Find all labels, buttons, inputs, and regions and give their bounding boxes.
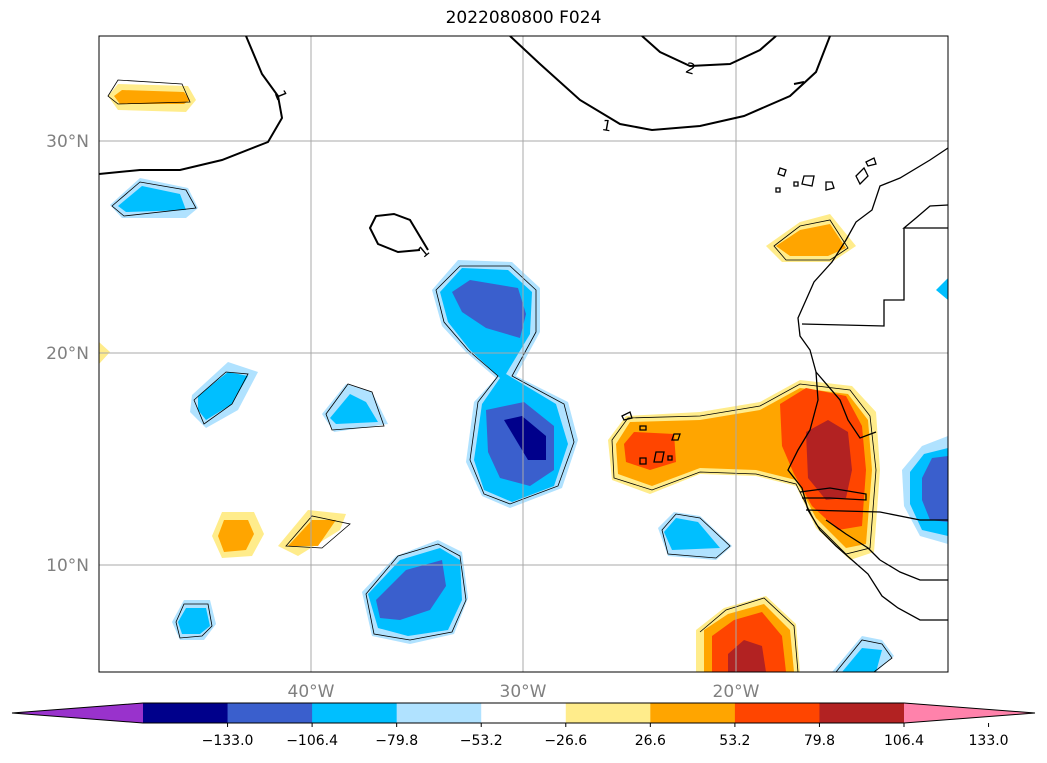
anomaly-positive-strong	[624, 432, 676, 470]
colorbar-tick-label: −26.6	[544, 733, 587, 749]
colorbar: −133.0 −106.4 −79.8 −53.2 −26.6 26.6 53.2 79.8 1…	[11, 702, 1036, 749]
anomaly-positive-extreme	[806, 420, 852, 500]
colorbar-extend-low	[12, 703, 143, 723]
lon-labels: 40°W 30°W 20°W	[288, 682, 760, 702]
map-content: 1 1 1 2	[99, 36, 948, 672]
colorbar-segment	[481, 703, 567, 723]
lat-label: 10°N	[46, 556, 89, 576]
map-frame	[98, 35, 949, 673]
colorbar-tick-label: −106.4	[286, 733, 338, 749]
colorbar-segment	[143, 703, 229, 723]
anomaly-negative-mid	[330, 394, 378, 424]
colorbar-segment	[819, 703, 905, 723]
anomaly-positive-extreme	[728, 640, 766, 672]
colorbar-segment	[396, 703, 482, 723]
grid-lines	[99, 36, 948, 672]
lat-label: 20°N	[46, 344, 89, 364]
lon-label: 40°W	[288, 682, 335, 702]
colorbar-segment	[650, 703, 736, 723]
anomaly-negative-strong	[376, 560, 446, 620]
coastline	[621, 147, 948, 621]
colorbar-tick-label: 133.0	[969, 733, 1009, 749]
anomaly-negative-mid	[178, 608, 210, 634]
lon-label: 30°W	[500, 682, 547, 702]
anomaly-negative-mid	[664, 518, 720, 550]
anomaly-negative-mid	[842, 648, 882, 672]
contour-label: 2	[684, 59, 698, 79]
anomaly-negative-mid	[118, 186, 186, 212]
lat-labels: 30°N 20°N 10°N	[46, 132, 89, 576]
colorbar-tick-label: −133.0	[202, 733, 254, 749]
colorbar-segment	[565, 703, 651, 723]
colorbar-outline	[11, 702, 1036, 724]
anomaly-positive-mid	[218, 520, 254, 552]
colorbar-tick-label: 26.6	[635, 733, 666, 749]
colorbar-segment	[734, 703, 820, 723]
lat-label: 30°N	[46, 132, 89, 152]
anomaly-positive-mid	[776, 224, 846, 256]
anomaly-negative-mid	[198, 372, 248, 420]
anomaly-negative-extreme	[504, 416, 546, 460]
colorbar-segment	[312, 703, 398, 723]
anomaly-positive-mid	[114, 90, 190, 104]
colorbar-tick-label: −79.8	[375, 733, 418, 749]
shaded-field	[99, 84, 948, 672]
anomaly-outline	[107, 79, 893, 672]
contour-label: 1	[601, 116, 614, 135]
contour-lines	[99, 36, 831, 254]
anomaly-negative-strong	[452, 280, 526, 338]
colorbar-segment	[227, 703, 313, 723]
colorbar-tick-label: 106.4	[884, 733, 924, 749]
colorbar-tick-label: 79.8	[804, 733, 835, 749]
colorbar-tick-label: −53.2	[460, 733, 503, 749]
map-title: 2022080800 F024	[445, 8, 602, 28]
lon-label: 20°W	[713, 682, 760, 702]
anomaly-negative-strong	[922, 456, 948, 522]
colorbar-extend-high	[904, 703, 1035, 723]
colorbar-tick-label: 53.2	[719, 733, 750, 749]
anomaly-positive-mid	[288, 520, 336, 546]
anomaly-negative-mid	[936, 278, 948, 300]
